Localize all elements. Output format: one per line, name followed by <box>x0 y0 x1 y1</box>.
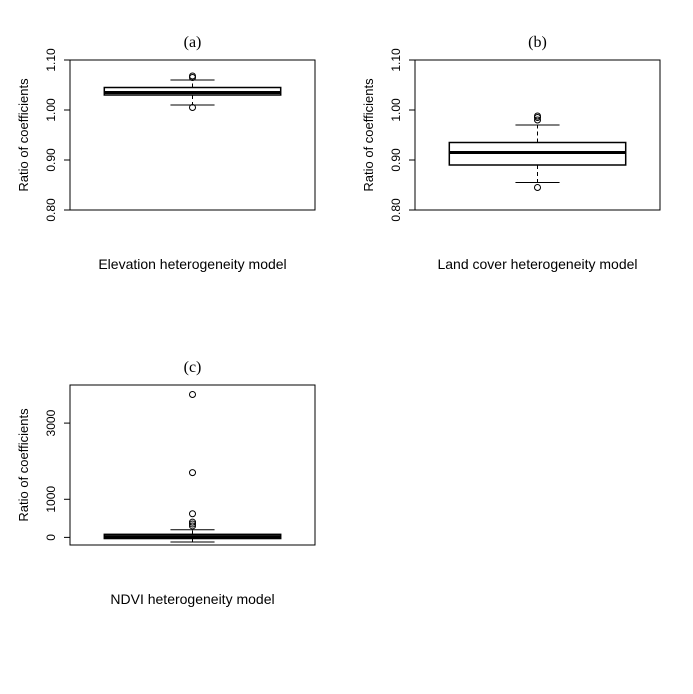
ylabel-c: Ratio of coefficients <box>16 408 31 522</box>
svg-text:1.00: 1.00 <box>389 98 403 122</box>
svg-text:1.10: 1.10 <box>44 48 58 72</box>
svg-text:1.00: 1.00 <box>44 98 58 122</box>
svg-text:1.10: 1.10 <box>389 48 403 72</box>
xlabel-c: NDVI heterogeneity model <box>70 591 315 607</box>
boxplot-b: 0.800.901.001.10Ratio of coefficients <box>415 60 660 210</box>
svg-text:0.80: 0.80 <box>389 198 403 222</box>
xlabel-b: Land cover heterogeneity model <box>415 256 660 272</box>
boxplot-c: 010003000Ratio of coefficients <box>70 385 315 545</box>
panel-letter-b: (b) <box>415 34 660 52</box>
ylabel-b: Ratio of coefficients <box>361 78 376 192</box>
svg-text:0.90: 0.90 <box>389 148 403 172</box>
panel-letter-a: (a) <box>70 34 315 52</box>
panel-letter-c: (c) <box>70 359 315 377</box>
xlabel-a: Elevation heterogeneity model <box>70 256 315 272</box>
boxplot-a: 0.800.901.001.10Ratio of coefficients <box>70 60 315 210</box>
svg-text:3000: 3000 <box>44 409 58 436</box>
ylabel-a: Ratio of coefficients <box>16 78 31 192</box>
svg-text:1000: 1000 <box>44 486 58 513</box>
svg-text:0.80: 0.80 <box>44 198 58 222</box>
svg-text:0: 0 <box>44 534 58 541</box>
svg-text:0.90: 0.90 <box>44 148 58 172</box>
